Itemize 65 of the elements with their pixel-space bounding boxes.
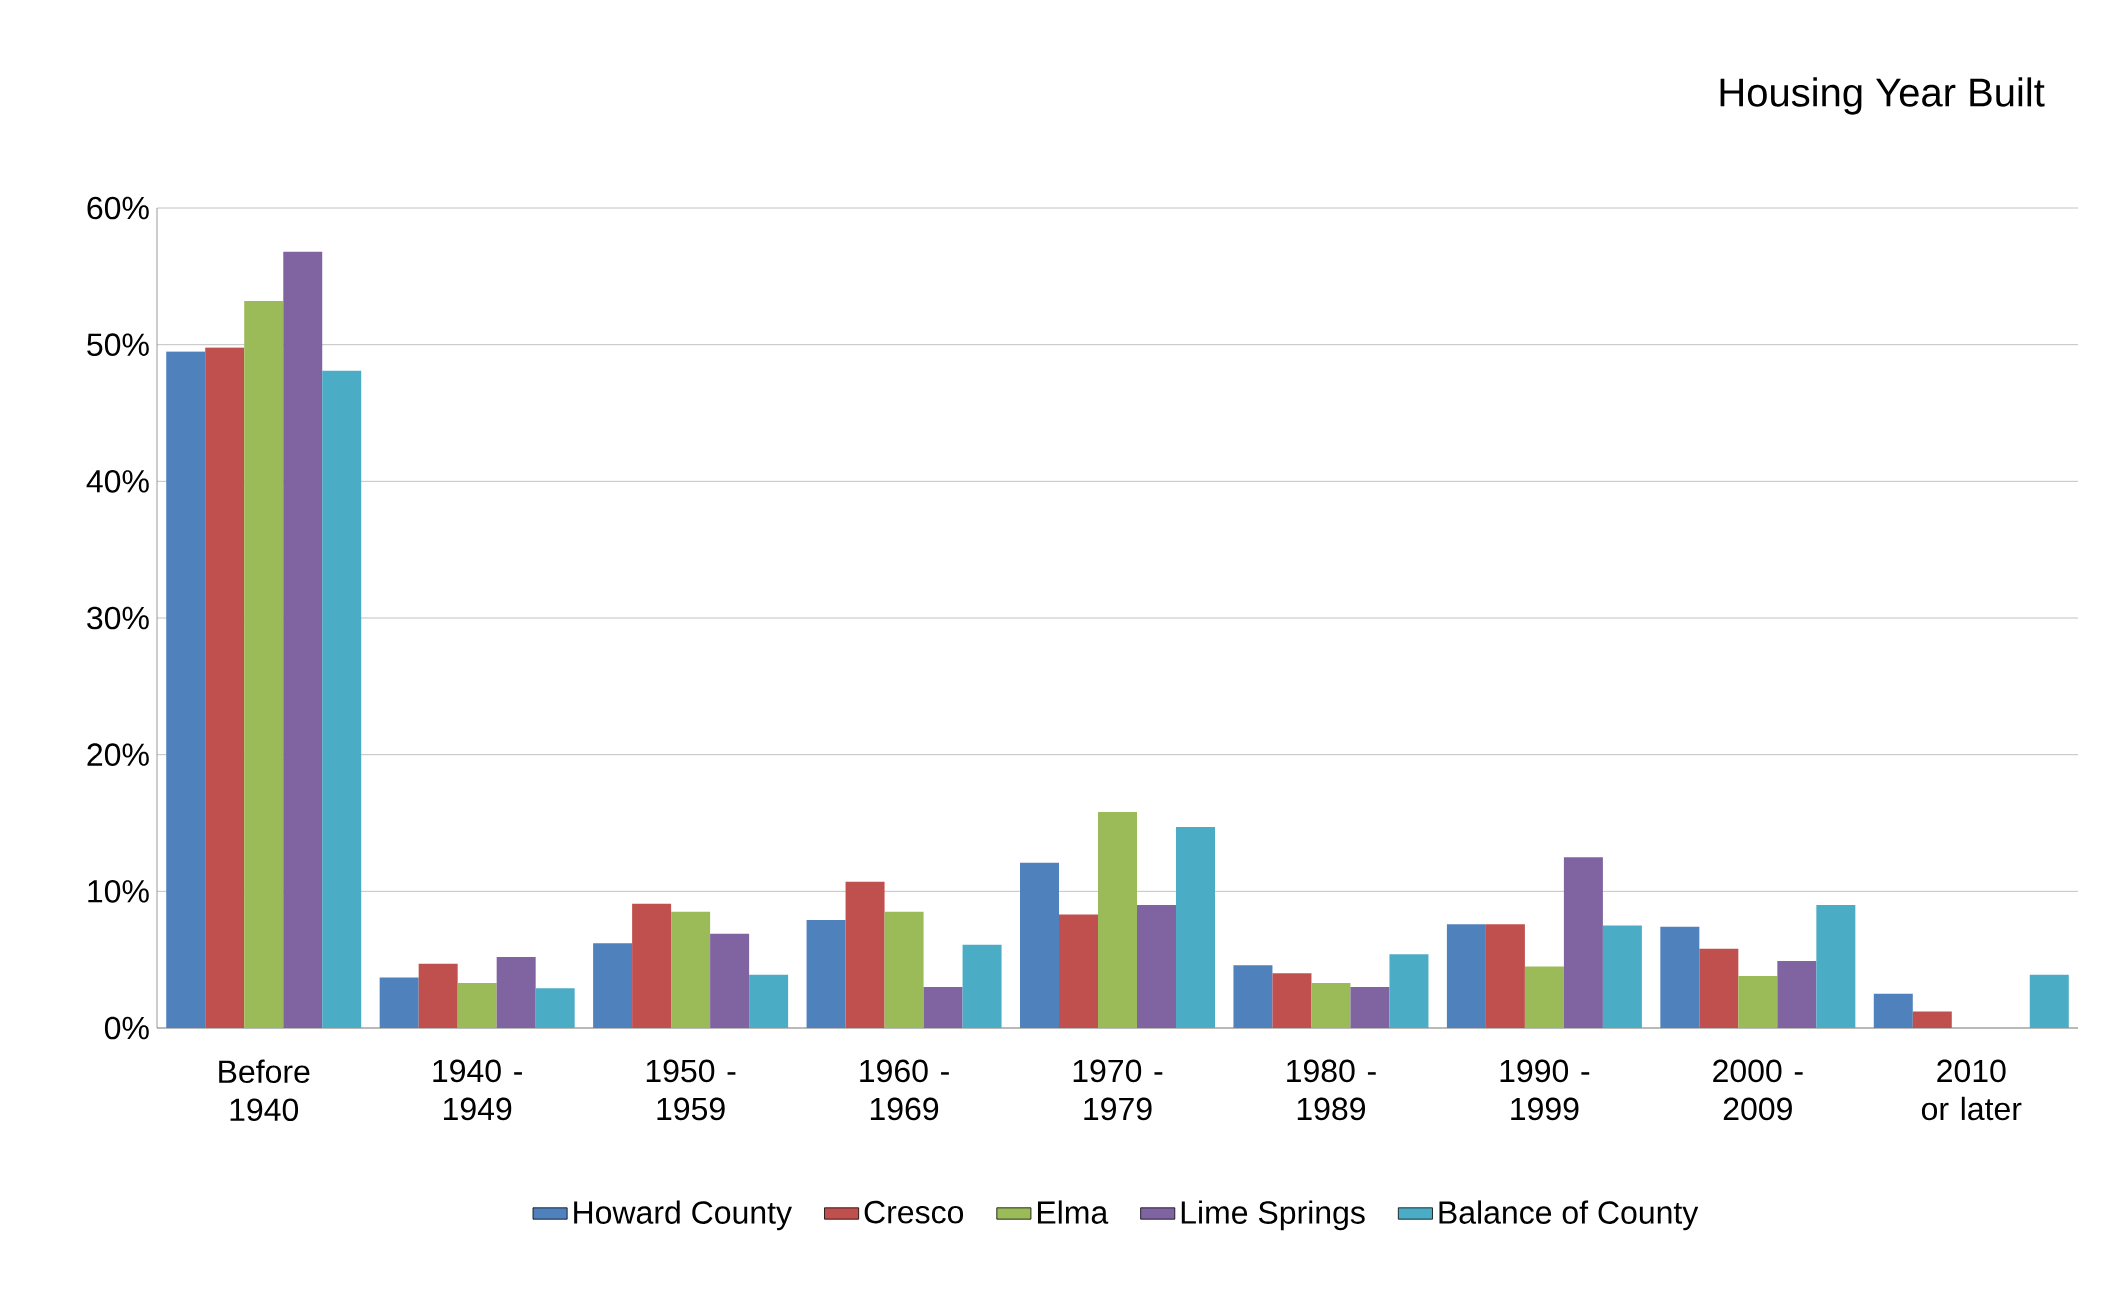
bar (2029, 974, 2069, 1028)
bar (205, 347, 245, 1028)
bar (962, 944, 1002, 1028)
bar (884, 911, 924, 1028)
legend-label: Balance of County (1439, 1200, 1699, 1231)
bar (1738, 976, 1778, 1028)
bar (166, 351, 206, 1028)
bar (845, 881, 885, 1028)
bar (749, 974, 789, 1028)
y-tick-label: 60% (87, 196, 149, 220)
bar (1563, 857, 1603, 1028)
bar (1272, 973, 1312, 1028)
bar (1350, 987, 1390, 1028)
bar (1020, 862, 1059, 1028)
bar (1176, 827, 1216, 1028)
bar (1524, 966, 1564, 1028)
y-tick-label: 0% (104, 1016, 149, 1040)
bar (1389, 954, 1429, 1028)
bar (1098, 812, 1138, 1028)
bar (710, 933, 750, 1028)
bar (1660, 926, 1700, 1028)
chart-title: Housing Year Built (1720, 77, 2045, 115)
x-tick-label: 1940 - 1949 (433, 1059, 522, 1121)
bar (923, 987, 963, 1028)
y-tick-label: 10% (88, 880, 149, 903)
x-tick-label: Before 1940 (219, 1059, 310, 1122)
x-tick-label: 1980 - 1989 (1287, 1059, 1376, 1121)
bar (322, 370, 362, 1028)
bar (1311, 982, 1351, 1028)
bar (593, 943, 633, 1028)
legend-label: Howard County (574, 1200, 792, 1231)
bar (244, 300, 284, 1028)
y-tick-label: 30% (87, 606, 149, 630)
bar (1446, 924, 1486, 1028)
bar (1233, 965, 1273, 1028)
x-tick-label: 1960 - 1969 (860, 1059, 949, 1121)
legend-label: Lime Springs (1181, 1200, 1365, 1231)
bar (1137, 905, 1177, 1028)
bar (418, 963, 458, 1028)
y-tick-label: 40% (86, 470, 149, 493)
x-tick-label: 1970 - 1979 (1073, 1059, 1163, 1121)
bar (806, 920, 846, 1028)
bar (1873, 993, 1913, 1028)
y-tick-label: 20% (87, 743, 149, 766)
x-tick-label: 2000 - 2009 (1713, 1059, 1803, 1121)
bar (1059, 914, 1099, 1028)
x-tick-label: 2010 or later (1921, 1059, 2022, 1121)
bar (671, 911, 711, 1028)
bar (1699, 948, 1739, 1028)
bar (1602, 925, 1642, 1028)
bar (1777, 961, 1817, 1028)
x-tick-label: 1990 - 1999 (1500, 1059, 1590, 1121)
bar (1485, 924, 1525, 1028)
x-tick-label: 1950 - 1959 (646, 1059, 736, 1121)
bar (1912, 1011, 1952, 1028)
bar (632, 903, 672, 1028)
legend-label: Elma (1037, 1200, 1109, 1224)
bar (535, 988, 575, 1028)
bar (457, 982, 497, 1028)
bar (283, 251, 323, 1028)
legend-label: Cresco (864, 1200, 964, 1224)
bar (379, 977, 419, 1028)
bar (1816, 905, 1856, 1028)
y-tick-label: 50% (87, 333, 149, 357)
bar (496, 956, 536, 1028)
